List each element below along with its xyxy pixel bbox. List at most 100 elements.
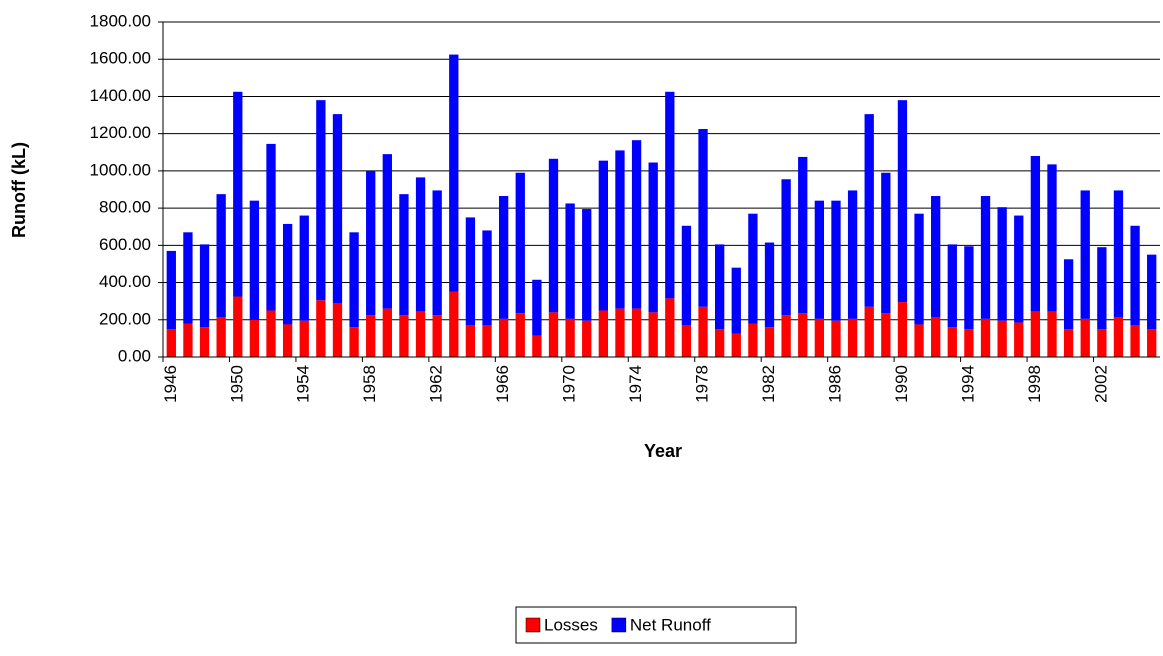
bar-segment: [382, 154, 392, 309]
x-tick-label: 1990: [892, 365, 911, 403]
bar-segment: [631, 140, 642, 309]
bar-segment: [233, 91, 243, 297]
bar-segment: [764, 242, 775, 328]
bar-segment: [980, 318, 991, 357]
bar-segment: [698, 129, 708, 307]
y-tick-label: 1600.00: [90, 49, 151, 68]
bar-segment: [548, 158, 559, 313]
bar-segment: [498, 196, 509, 319]
bar-segment: [1130, 325, 1140, 357]
bar-segment: [814, 318, 825, 357]
bar-segment: [698, 306, 708, 357]
bar-segment: [1097, 247, 1107, 330]
bar-segment: [748, 323, 758, 357]
bar-segment: [1063, 329, 1074, 357]
bar-segment: [665, 91, 675, 299]
legend-box: [515, 606, 797, 644]
x-tick-label: 1962: [427, 365, 446, 403]
bar-segment: [266, 310, 276, 357]
bar-segment: [997, 207, 1007, 321]
y-tick-label: 200.00: [99, 309, 151, 328]
bar-segment: [366, 170, 376, 316]
bar-segment: [964, 329, 974, 357]
bar-segment: [349, 232, 359, 328]
legend-label: Losses: [544, 615, 598, 634]
x-tick-label: 1998: [1025, 365, 1044, 403]
bar-segment: [648, 312, 658, 357]
bar-segment: [432, 190, 442, 316]
bar-segment: [316, 300, 326, 357]
bar-segment: [266, 143, 276, 311]
y-tick-label: 1000.00: [90, 160, 151, 179]
bar-segment: [1113, 316, 1124, 357]
bar-segment: [748, 213, 758, 324]
bar-segment: [648, 162, 658, 313]
bar-segment: [415, 177, 426, 312]
bar-segment: [299, 320, 309, 357]
bar-segment: [166, 329, 176, 357]
bar-segment: [498, 318, 509, 357]
bar-segment: [282, 223, 293, 325]
bar-segment: [532, 279, 542, 336]
bar-segment: [233, 296, 243, 357]
bar-segment: [897, 302, 908, 357]
bar-segment: [615, 150, 625, 309]
x-axis-title: Year: [644, 441, 682, 461]
bar-segment: [449, 291, 459, 357]
bar-segment: [847, 318, 858, 357]
bar-segment: [1080, 190, 1090, 319]
bar-segment: [997, 320, 1007, 357]
bar-segment: [798, 156, 808, 314]
x-tick-label: 1994: [958, 365, 977, 403]
bar-segment: [1113, 190, 1124, 317]
bar-segment: [1063, 259, 1074, 330]
bar-segment: [199, 244, 210, 328]
bar-segment: [814, 200, 825, 319]
bar-segment: [881, 172, 891, 314]
legend-label: Net Runoff: [630, 615, 711, 634]
x-tick-label: 2002: [1091, 365, 1110, 403]
bar-segment: [931, 196, 941, 317]
bar-segment: [598, 160, 608, 311]
bar-segment: [399, 194, 409, 316]
bar-segment: [299, 215, 309, 321]
bar-segment: [1080, 318, 1090, 357]
bar-segment: [781, 179, 791, 316]
bar-segment: [1130, 225, 1140, 326]
x-tick-label: 1954: [294, 365, 313, 403]
bar-segment: [1014, 322, 1024, 357]
legend-swatch: [611, 617, 627, 633]
bar-segment: [515, 172, 525, 314]
bar-segment: [665, 298, 675, 357]
bar-segment: [548, 312, 559, 357]
bar-segment: [914, 213, 924, 325]
bar-segment: [980, 196, 991, 319]
bar-segment: [183, 232, 193, 324]
bar-segment: [565, 203, 575, 319]
bar-segment: [166, 250, 176, 330]
bar-segment: [199, 327, 210, 357]
y-tick-label: 1200.00: [90, 123, 151, 142]
bar-segment: [482, 325, 492, 357]
x-tick-label: 1970: [560, 365, 579, 403]
x-tick-label: 1982: [759, 365, 778, 403]
bar-segment: [631, 308, 642, 357]
bar-segment: [565, 318, 575, 357]
bar-segment: [349, 327, 359, 357]
bar-segment: [332, 303, 343, 357]
bar-segment: [249, 200, 260, 320]
bar-segment: [798, 313, 808, 357]
x-tick-label: 1974: [626, 365, 645, 403]
bar-segment: [449, 54, 459, 292]
x-tick-label: 1950: [227, 365, 246, 403]
x-tick-label: 1958: [360, 365, 379, 403]
bar-segment: [897, 100, 908, 303]
bar-segment: [1030, 311, 1041, 357]
bar-segment: [249, 319, 260, 357]
bar-segment: [914, 324, 924, 357]
bar-segment: [715, 329, 725, 357]
bar-segment: [1097, 329, 1107, 357]
bar-segment: [415, 311, 426, 357]
y-tick-label: 1400.00: [90, 86, 151, 105]
